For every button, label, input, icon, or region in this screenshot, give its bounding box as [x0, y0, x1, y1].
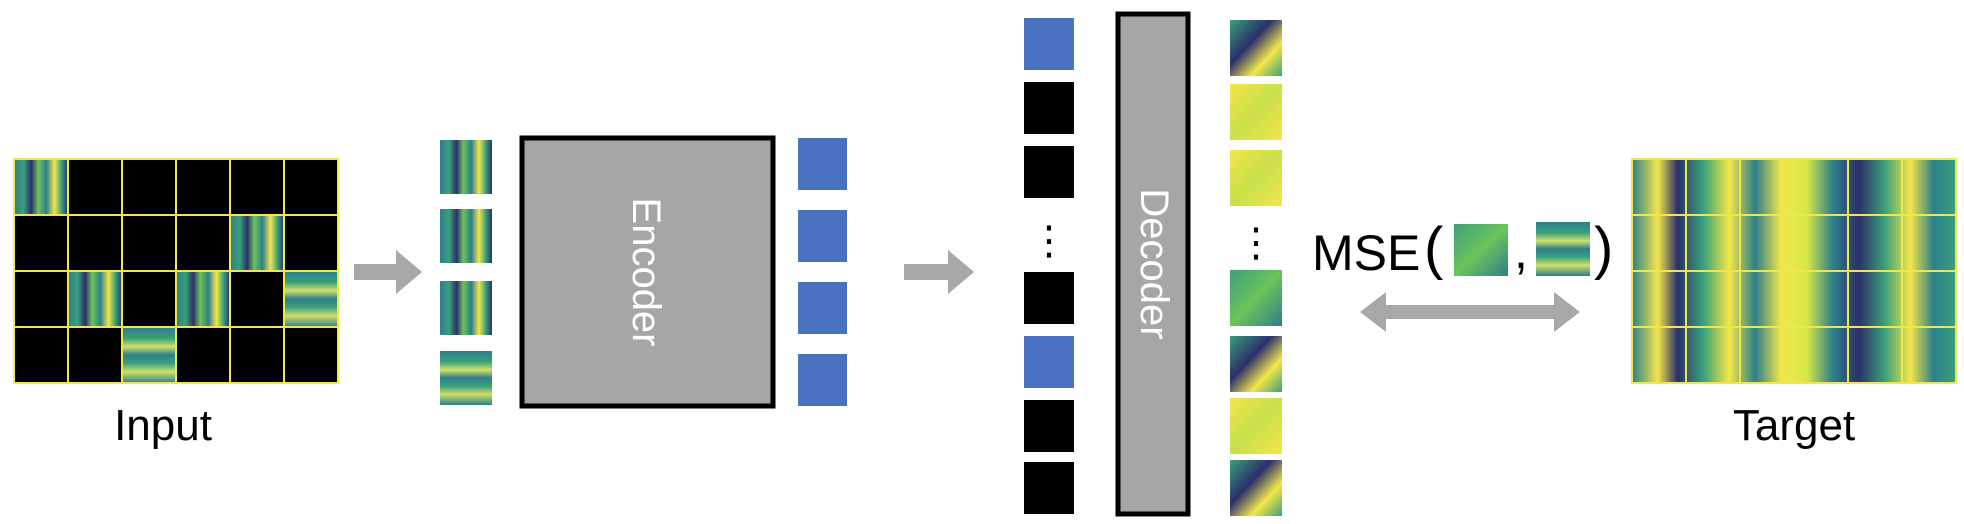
decoder-token-mask [1024, 462, 1074, 514]
close-paren: ) [1594, 216, 1613, 281]
double-arrow-icon [1360, 292, 1580, 332]
mse-label: MSE [1312, 225, 1420, 281]
open-paren: ( [1424, 216, 1443, 281]
right-arrow-icon [904, 250, 974, 294]
encoded-token [798, 354, 847, 406]
reconstructed-patch [1230, 20, 1282, 76]
input-patch-visible [230, 215, 284, 271]
reconstructed-patch-column: ⋮ [1230, 20, 1282, 516]
decoder-token-mask [1024, 400, 1074, 452]
decoder-token-mask [1024, 82, 1074, 134]
reconstructed-patch [1230, 460, 1282, 516]
patch-tile [440, 209, 492, 263]
input-patch-visible [68, 271, 122, 327]
encoder-label: Encoder [624, 198, 668, 347]
target-patch-thumb [1536, 222, 1590, 276]
encoded-token [798, 282, 847, 334]
decoder-token-encoded [1024, 336, 1074, 388]
ellipsis: ⋮ [1236, 221, 1276, 265]
encoded-token [798, 210, 847, 262]
input-label: Input [114, 401, 212, 450]
decoder-token-mask [1024, 272, 1074, 324]
patch-tile [440, 281, 492, 335]
reconstructed-patch [1230, 84, 1282, 140]
comma: , [1514, 223, 1528, 279]
reconstructed-patch [1230, 398, 1282, 454]
mse-loss: MSE ( , ) [1312, 216, 1613, 281]
encoded-token-column [798, 138, 847, 406]
decoder-token-mask [1024, 146, 1074, 198]
patch-tile [440, 351, 492, 405]
right-arrow-icon [354, 250, 422, 294]
reconstructed-patch [1230, 336, 1282, 392]
target-label: Target [1733, 401, 1855, 450]
input-patch-visible [14, 159, 68, 215]
decoder-block: Decoder [1115, 11, 1191, 517]
decoder-token-column: ⋮ [1024, 18, 1074, 514]
reconstructed-patch [1230, 270, 1282, 326]
input-patch-visible [176, 271, 230, 327]
reconstructed-patch [1230, 150, 1282, 206]
patch-tile [440, 140, 492, 194]
input-patch-visible [284, 271, 338, 327]
encoded-token [798, 138, 847, 190]
input-grid [13, 158, 339, 384]
decoder-label: Decoder [1132, 188, 1176, 339]
decoder-token-encoded [1024, 18, 1074, 70]
ellipsis: ⋮ [1029, 219, 1069, 263]
visible-patch-column [440, 140, 492, 405]
predicted-patch-thumb [1454, 224, 1508, 276]
target-grid [1631, 158, 1957, 384]
encoder-block: Encoder [519, 135, 776, 409]
input-patch-visible [122, 327, 176, 383]
